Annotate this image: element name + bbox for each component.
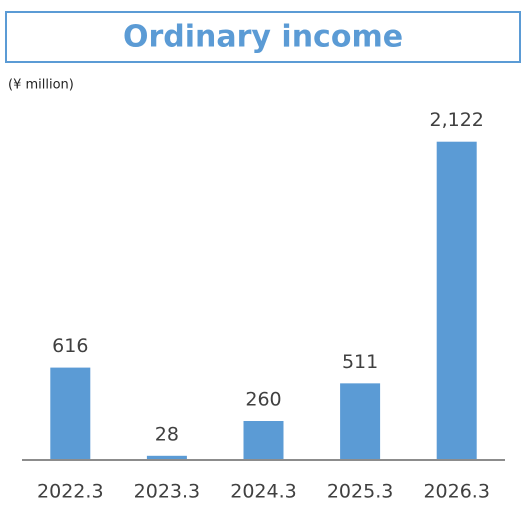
x-tick-label: 2026.3: [423, 481, 489, 503]
value-label: 260: [245, 389, 281, 411]
value-label: 28: [155, 423, 179, 445]
value-label: 2,122: [429, 109, 483, 131]
bar: [340, 383, 381, 460]
x-tick-label: 2024.3: [230, 481, 296, 503]
bar: [146, 455, 187, 460]
value-label: 511: [342, 351, 378, 373]
x-tick-label: 2025.3: [327, 481, 393, 503]
x-tick-label: 2022.3: [37, 481, 103, 503]
x-tick-label: 2023.3: [134, 481, 200, 503]
title-box: [5, 11, 521, 63]
value-label: 616: [52, 335, 88, 357]
bar: [243, 421, 284, 460]
bar: [50, 367, 91, 460]
chart-title: Ordinary income: [123, 20, 403, 55]
bar: [436, 141, 477, 460]
unit-label: (¥ million): [8, 78, 74, 93]
